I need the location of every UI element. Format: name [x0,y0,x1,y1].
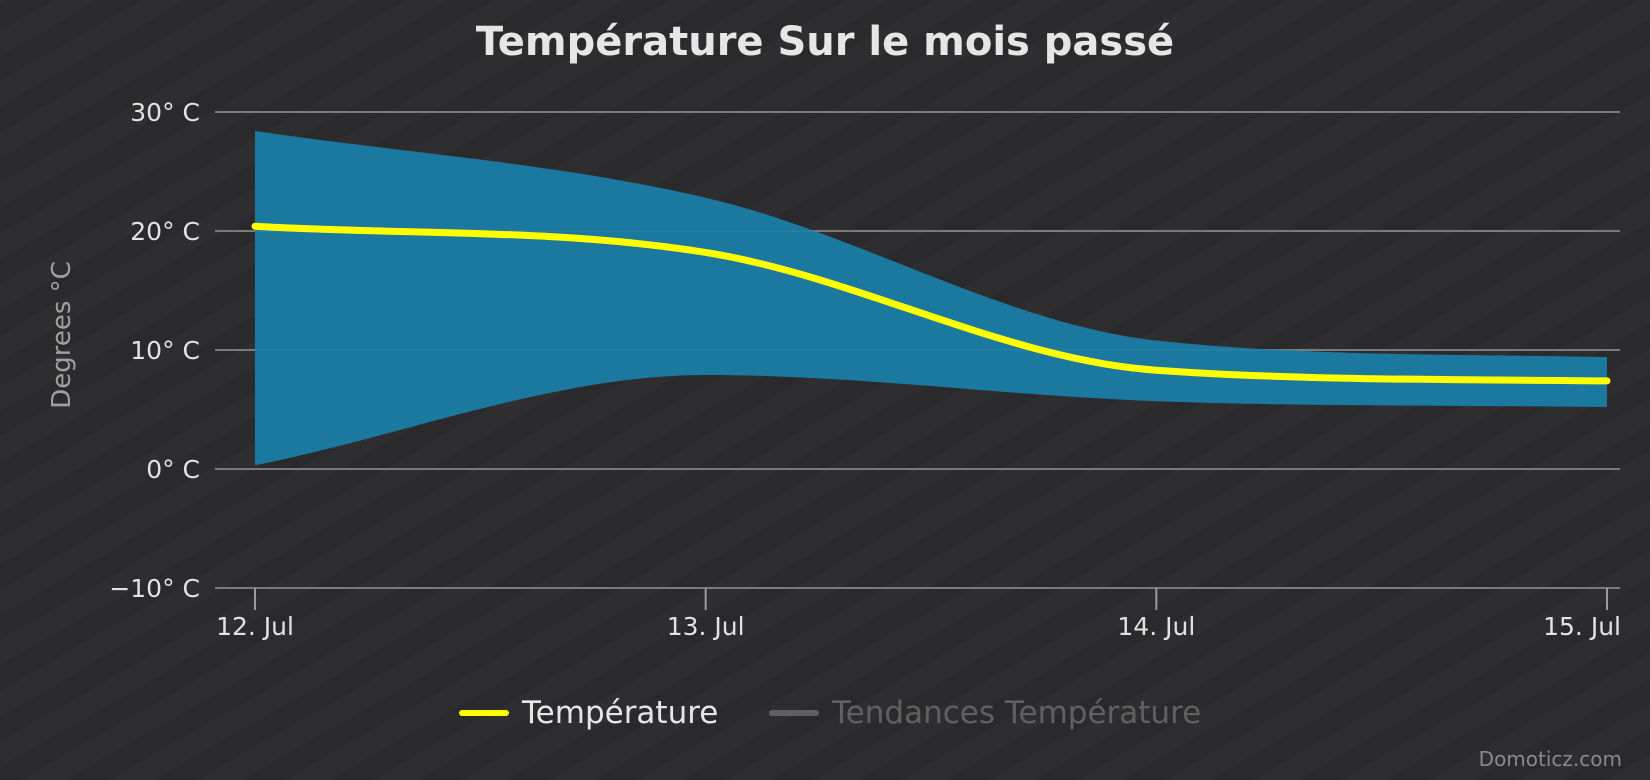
legend-item[interactable]: Tendances Température [769,695,1201,731]
range-area-layer [255,131,1607,466]
y-tick-label: −10° C [109,574,200,603]
legend-item[interactable]: Température [459,695,718,731]
y-axis-title: Degrees °C [47,261,77,409]
legend[interactable]: Température Tendances Température [459,695,1201,731]
y-tick-label: 30° C [130,98,200,127]
x-tick-label: 13. Jul [667,612,745,641]
line-layer [251,222,1611,385]
chart-title: Température Sur le mois passé [476,19,1174,65]
temperature-range-area [255,131,1607,466]
grid-lines: 30° C 20° C 10° C 0° C −10° C [109,98,1620,603]
x-tick-label: 14. Jul [1117,612,1195,641]
axes: 12. Jul 13. Jul 14. Jul 15. Jul [216,588,1621,641]
legend-label: Température [521,695,718,731]
legend-label: Tendances Température [831,695,1201,731]
x-tick-label: 12. Jul [216,612,294,641]
y-tick-label: 20° C [130,217,200,246]
y-tick-label: 0° C [146,455,200,484]
x-tick-label: 15. Jul [1543,612,1621,641]
temperature-line [251,222,1611,385]
credits-link[interactable]: Domoticz.com [1479,747,1622,771]
y-tick-label: 10° C [130,336,200,365]
